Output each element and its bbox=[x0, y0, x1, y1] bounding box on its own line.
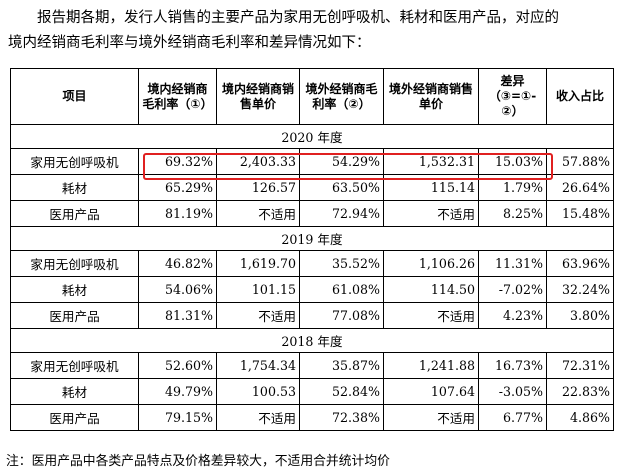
year-label: 2020 年度 bbox=[10, 124, 614, 149]
cell-difference: 1.79% bbox=[478, 174, 547, 201]
cell-overseas-margin: 72.38% bbox=[299, 404, 384, 431]
cell-overseas-margin: 61.08% bbox=[299, 276, 384, 303]
cell-revenue-share: 72.31% bbox=[546, 352, 614, 379]
cell-item: 耗材 bbox=[10, 276, 139, 303]
cell-domestic-margin: 81.19% bbox=[138, 200, 217, 227]
cell-domestic-margin: 65.29% bbox=[138, 174, 217, 201]
cell-overseas-margin: 35.52% bbox=[299, 250, 384, 277]
cell-item: 家用无创呼吸机 bbox=[10, 148, 139, 175]
col-header-domestic-price: 境内经销商销售单价 bbox=[216, 68, 300, 125]
col-header-difference: 差异（③=①-②） bbox=[478, 68, 547, 125]
table-row: 医用产品 81.31% 不适用 77.08% 不适用 4.23% 3.80% bbox=[10, 302, 614, 329]
cell-difference: 11.31% bbox=[478, 250, 547, 277]
cell-overseas-margin: 54.29% bbox=[299, 148, 384, 175]
cell-overseas-price: 不适用 bbox=[383, 200, 479, 227]
table-row: 家用无创呼吸机 69.32% 2,403.33 54.29% 1,532.31 15.03… bbox=[10, 148, 614, 175]
cell-difference: 6.77% bbox=[478, 404, 547, 431]
cell-difference: 16.73% bbox=[478, 352, 547, 379]
cell-item: 家用无创呼吸机 bbox=[10, 352, 139, 379]
cell-overseas-price: 114.50 bbox=[383, 276, 479, 303]
cell-item: 耗材 bbox=[10, 378, 139, 405]
year-label: 2018 年度 bbox=[10, 328, 614, 353]
col-header-domestic-margin: 境内经销商毛利率（①） bbox=[138, 68, 217, 125]
cell-domestic-margin: 81.31% bbox=[138, 302, 217, 329]
year-row: 2018 年度 bbox=[10, 328, 614, 353]
cell-domestic-margin: 49.79% bbox=[138, 378, 217, 405]
cell-difference: -3.05% bbox=[478, 378, 547, 405]
col-header-overseas-price: 境外经销商销售单价 bbox=[383, 68, 479, 125]
cell-revenue-share: 4.86% bbox=[546, 404, 614, 431]
cell-revenue-share: 32.24% bbox=[546, 276, 614, 303]
cell-overseas-margin: 35.87% bbox=[299, 352, 384, 379]
table-row: 耗材 54.06% 101.15 61.08% 114.50 -7.02% 32.24% bbox=[10, 276, 614, 303]
year-label: 2019 年度 bbox=[10, 226, 614, 251]
table-row: 耗材 65.29% 126.57 63.50% 115.14 1.79% 26.64% bbox=[10, 174, 614, 201]
gross-margin-table: 项目 境内经销商毛利率（①） 境内经销商销售单价 境外经销商毛利率（②） 境外经… bbox=[10, 68, 614, 431]
cell-domestic-margin: 52.60% bbox=[138, 352, 217, 379]
intro-line-2: 境内经销商毛利率与境外经销商毛利率和差异情况如下： bbox=[8, 35, 371, 51]
cell-revenue-share: 57.88% bbox=[546, 148, 614, 175]
cell-overseas-price: 107.64 bbox=[383, 378, 479, 405]
cell-domestic-margin: 46.82% bbox=[138, 250, 217, 277]
col-header-overseas-margin: 境外经销商毛利率（②） bbox=[299, 68, 384, 125]
cell-difference: 15.03% bbox=[478, 148, 547, 175]
cell-overseas-price: 1,106.26 bbox=[383, 250, 479, 277]
col-header-revenue-share: 收入占比 bbox=[546, 68, 614, 125]
cell-overseas-price: 1,241.88 bbox=[383, 352, 479, 379]
cell-overseas-margin: 77.08% bbox=[299, 302, 384, 329]
cell-difference: 8.25% bbox=[478, 200, 547, 227]
intro-paragraph: 报告期各期，发行人销售的主要产品为家用无创呼吸机、耗材和医用产品，对应的 境内经… bbox=[8, 6, 620, 56]
cell-item: 医用产品 bbox=[10, 404, 139, 431]
table-row: 医用产品 79.15% 不适用 72.38% 不适用 6.77% 4.86% bbox=[10, 404, 614, 431]
cell-domestic-price: 2,403.33 bbox=[216, 148, 300, 175]
cell-item: 医用产品 bbox=[10, 302, 139, 329]
cell-domestic-price: 101.15 bbox=[216, 276, 300, 303]
cell-revenue-share: 63.96% bbox=[546, 250, 614, 277]
cell-overseas-price: 1,532.31 bbox=[383, 148, 479, 175]
cell-domestic-price: 不适用 bbox=[216, 404, 300, 431]
table-row: 医用产品 81.19% 不适用 72.94% 不适用 8.25% 15.48% bbox=[10, 200, 614, 227]
cell-difference: -7.02% bbox=[478, 276, 547, 303]
cell-domestic-margin: 79.15% bbox=[138, 404, 217, 431]
intro-line-1: 报告期各期，发行人销售的主要产品为家用无创呼吸机、耗材和医用产品，对应的 bbox=[37, 10, 559, 26]
cell-revenue-share: 22.83% bbox=[546, 378, 614, 405]
cell-overseas-margin: 72.94% bbox=[299, 200, 384, 227]
cell-domestic-margin: 69.32% bbox=[138, 148, 217, 175]
header-row: 项目 境内经销商毛利率（①） 境内经销商销售单价 境外经销商毛利率（②） 境外经… bbox=[10, 68, 614, 125]
year-row: 2020 年度 bbox=[10, 124, 614, 149]
table-row: 家用无创呼吸机 52.60% 1,754.34 35.87% 1,241.88 16.73… bbox=[10, 352, 614, 379]
cell-difference: 4.23% bbox=[478, 302, 547, 329]
cell-item: 耗材 bbox=[10, 174, 139, 201]
cell-revenue-share: 3.80% bbox=[546, 302, 614, 329]
year-row: 2019 年度 bbox=[10, 226, 614, 251]
cell-item: 医用产品 bbox=[10, 200, 139, 227]
cell-revenue-share: 26.64% bbox=[546, 174, 614, 201]
cell-revenue-share: 15.48% bbox=[546, 200, 614, 227]
cell-domestic-price: 126.57 bbox=[216, 174, 300, 201]
cell-domestic-margin: 54.06% bbox=[138, 276, 217, 303]
cell-domestic-price: 不适用 bbox=[216, 200, 300, 227]
table-row: 耗材 49.79% 100.53 52.84% 107.64 -3.05% 22.83% bbox=[10, 378, 614, 405]
cell-overseas-price: 115.14 bbox=[383, 174, 479, 201]
cell-domestic-price: 不适用 bbox=[216, 302, 300, 329]
cell-domestic-price: 100.53 bbox=[216, 378, 300, 405]
table-row: 家用无创呼吸机 46.82% 1,619.70 35.52% 1,106.26 11.31… bbox=[10, 250, 614, 277]
cell-overseas-margin: 52.84% bbox=[299, 378, 384, 405]
cell-overseas-price: 不适用 bbox=[383, 404, 479, 431]
footnote: 注：医用产品中各类产品特点及价格差异较大，不适用合并统计均价 bbox=[6, 454, 390, 469]
cell-domestic-price: 1,754.34 bbox=[216, 352, 300, 379]
col-header-item: 项目 bbox=[10, 68, 139, 125]
cell-item: 家用无创呼吸机 bbox=[10, 250, 139, 277]
cell-overseas-price: 不适用 bbox=[383, 302, 479, 329]
cell-overseas-margin: 63.50% bbox=[299, 174, 384, 201]
cell-domestic-price: 1,619.70 bbox=[216, 250, 300, 277]
